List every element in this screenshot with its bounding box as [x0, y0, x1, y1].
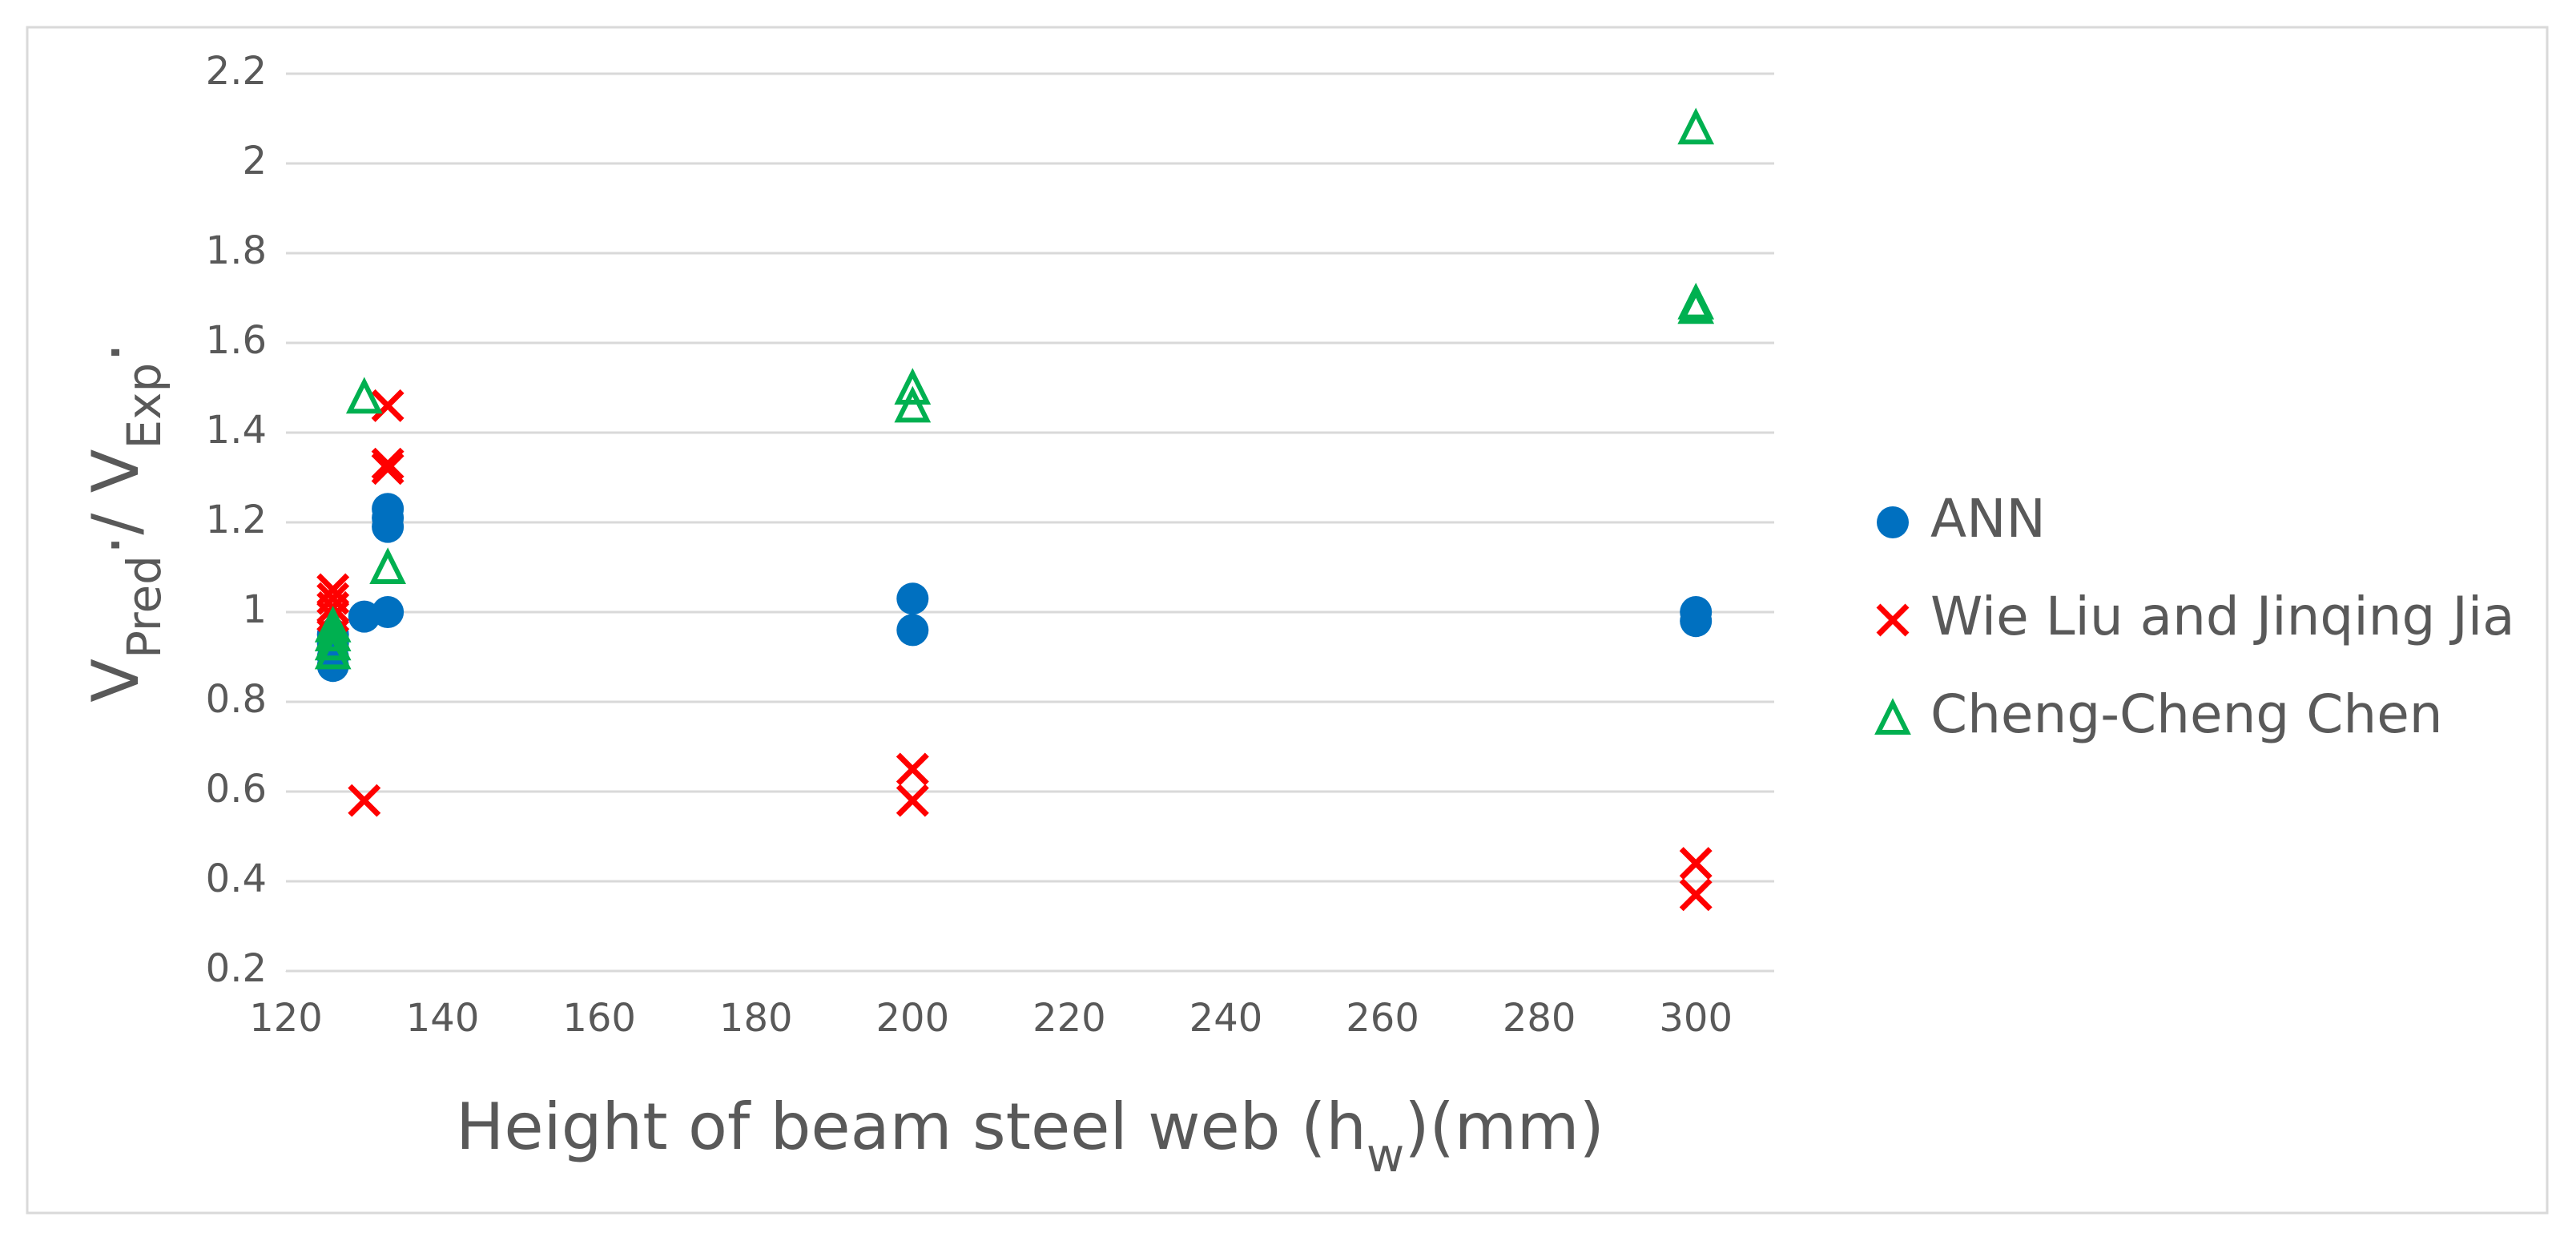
legend-label: Cheng-Cheng Chen — [1930, 683, 2443, 745]
marker-triangle — [345, 377, 383, 414]
marker-circle — [1877, 506, 1909, 538]
y-tick-label: 0.6 — [206, 767, 267, 812]
y-tick-label: 2.2 — [206, 49, 267, 94]
y-axis-label-part: Exp — [117, 363, 171, 449]
y-axis-label-part: Pred — [117, 555, 171, 659]
y-tick-label: 1.8 — [206, 228, 267, 273]
y-tick-label: 0.2 — [206, 946, 267, 991]
marker-x — [1876, 603, 1910, 637]
y-tick-label: 1.6 — [206, 318, 267, 363]
marker-x — [371, 389, 405, 422]
y-axis-label: VPred·/ VExp· — [78, 342, 171, 703]
legend-label: ANN — [1930, 488, 2046, 550]
x-tick-label: 240 — [1189, 996, 1263, 1041]
marker-x — [371, 452, 405, 486]
marker-triangle — [314, 606, 352, 643]
marker-triangle — [1874, 698, 1911, 735]
x-axis-label-part: Height of beam steel web (h — [456, 1090, 1366, 1164]
marker-circle — [372, 493, 405, 526]
x-tick-label: 220 — [1032, 996, 1106, 1041]
y-tick-label: 0.4 — [206, 856, 267, 901]
marker-circle — [372, 596, 405, 628]
marker-triangle — [1677, 287, 1715, 324]
x-tick-label: 280 — [1503, 996, 1576, 1041]
y-axis-label-part: V — [78, 659, 153, 703]
x-tick-label: 180 — [719, 996, 793, 1041]
x-tick-label: 160 — [562, 996, 636, 1041]
x-tick-label: 300 — [1659, 996, 1733, 1041]
marker-circle — [896, 614, 929, 647]
y-tick-label: 1.4 — [206, 408, 267, 453]
y-tick-label: 1.2 — [206, 498, 267, 542]
marker-triangle — [894, 385, 932, 423]
marker-triangle — [369, 547, 406, 584]
marker-triangle — [314, 614, 352, 651]
marker-circle — [1680, 605, 1713, 638]
x-tick-label: 140 — [406, 996, 480, 1041]
x-axis-label-part: )(mm) — [1404, 1090, 1604, 1164]
chart-frame — [26, 26, 2549, 1215]
marker-x — [1679, 847, 1713, 880]
y-axis-label-part: ·/ V — [78, 449, 153, 555]
marker-triangle — [1677, 107, 1715, 145]
marker-x — [1679, 878, 1713, 912]
marker-x — [896, 784, 929, 817]
marker-triangle — [314, 623, 352, 661]
y-tick-label: 0.8 — [206, 677, 267, 722]
x-axis-label: Height of beam steel web (hw)(mm) — [456, 1090, 1604, 1183]
x-tick-label: 200 — [876, 996, 950, 1041]
y-tick-label: 2 — [242, 139, 267, 183]
marker-triangle — [894, 368, 932, 405]
marker-x — [348, 784, 381, 817]
marker-circle — [896, 582, 929, 615]
marker-triangle — [314, 632, 352, 670]
y-tick-label: 1 — [242, 587, 267, 632]
marker-x — [371, 447, 405, 481]
x-tick-label: 260 — [1346, 996, 1419, 1041]
y-axis-label-part: · — [78, 342, 153, 362]
x-tick-label: 120 — [249, 996, 323, 1041]
legend-label: Wie Liu and Jinqing Jia — [1930, 586, 2515, 647]
marker-x — [896, 752, 929, 786]
x-axis-label-part: w — [1366, 1128, 1404, 1183]
